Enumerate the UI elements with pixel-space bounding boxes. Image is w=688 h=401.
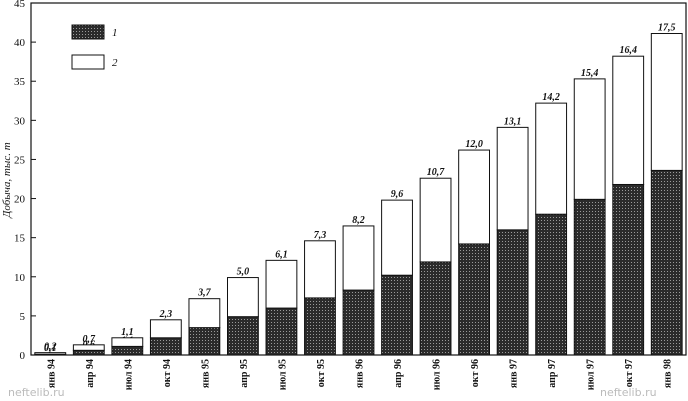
- bar-segment: [227, 316, 259, 356]
- bar-segment: [342, 289, 375, 356]
- bar-segment: [496, 126, 529, 231]
- bar-segment: [34, 352, 67, 355]
- value-label: 0,7: [83, 334, 97, 345]
- y-tick-label: 15: [14, 233, 26, 245]
- bar-segment: [458, 149, 491, 245]
- value-label: 2,3: [159, 309, 173, 320]
- y-tick-label: 40: [14, 37, 26, 49]
- bar-segment: [612, 183, 645, 356]
- bar-segment: [304, 297, 336, 356]
- legend-swatch: [71, 54, 105, 70]
- bar-segment: [381, 274, 413, 356]
- y-tick-label: 5: [20, 311, 26, 323]
- bar-segment: [458, 243, 491, 356]
- bar-segment: [535, 102, 568, 215]
- value-label: 1,1: [121, 327, 134, 338]
- bar-segment: [612, 55, 645, 185]
- y-axis-label: Добыча, тыс. т: [1, 142, 13, 218]
- watermark: neftelib.ru: [8, 386, 65, 399]
- value-label: 12,0: [465, 139, 483, 150]
- bar-segment: [304, 240, 336, 299]
- watermark: neftelib.ru: [600, 386, 657, 399]
- bar-segment: [111, 337, 144, 347]
- bar-segment: [650, 169, 683, 356]
- value-label: 10,7: [427, 167, 446, 178]
- bar-segment: [573, 78, 606, 200]
- y-tick-label: 10: [14, 272, 26, 284]
- x-tick-label: июл 96: [432, 359, 443, 390]
- x-tick-label: янв 97: [509, 359, 520, 388]
- y-tick-label: 20: [14, 194, 26, 206]
- value-label: 9,6: [391, 189, 404, 200]
- value-label: 5,0: [237, 267, 250, 278]
- value-label: 0,2: [44, 342, 57, 353]
- legend-label: 1: [112, 27, 118, 39]
- x-tick-label: апр 97: [547, 359, 558, 388]
- value-label: 8,2: [352, 215, 365, 226]
- x-tick-label: апр 94: [85, 359, 96, 388]
- x-tick-label: янв 98: [663, 359, 674, 388]
- x-tick-label: окт 97: [624, 359, 635, 387]
- bar-segment: [149, 319, 182, 339]
- x-tick-label: июл 95: [277, 359, 288, 390]
- legend-swatch: [71, 24, 105, 40]
- value-label: 3,7: [197, 288, 212, 299]
- value-label: 7,3: [314, 230, 327, 241]
- bar-segment: [496, 229, 529, 356]
- legend-label: 2: [112, 57, 118, 69]
- bar-segment: [342, 225, 375, 291]
- x-tick-label: янв 95: [200, 359, 211, 388]
- bar-segment: [72, 349, 105, 356]
- x-tick-label: июл 94: [123, 359, 134, 390]
- x-tick-label: июл 97: [586, 359, 597, 390]
- x-tick-label: апр 95: [239, 359, 250, 388]
- value-label: 15,4: [581, 68, 599, 79]
- bar-segment: [650, 33, 683, 171]
- bar-segment: [419, 177, 452, 263]
- y-tick-label: 30: [14, 115, 26, 127]
- value-label: 14,2: [542, 92, 560, 103]
- bar-segment: [573, 198, 606, 356]
- x-tick-label: окт 95: [316, 359, 327, 387]
- y-tick-label: 45: [14, 0, 26, 10]
- x-tick-label: янв 94: [46, 359, 57, 388]
- bar-segment: [381, 199, 413, 276]
- bar-segment: [265, 259, 298, 309]
- x-tick-label: окт 96: [470, 359, 481, 387]
- bar-segment: [265, 307, 298, 356]
- bar-segment: [111, 345, 144, 356]
- bar-segment: [535, 213, 568, 356]
- value-label: 17,5: [658, 23, 676, 34]
- y-tick-label: 25: [14, 154, 26, 166]
- value-label: 16,4: [619, 45, 637, 56]
- bar-segment: [149, 337, 182, 356]
- bar-segment: [72, 344, 105, 351]
- bar-segment: [188, 298, 221, 329]
- value-label: 13,1: [504, 116, 522, 127]
- bar-segment: [227, 277, 259, 318]
- y-tick-label: 35: [14, 76, 26, 88]
- x-tick-label: окт 94: [162, 359, 173, 387]
- x-tick-label: янв 96: [355, 359, 366, 388]
- x-tick-label: апр 96: [393, 359, 404, 388]
- bar-segment: [188, 327, 221, 356]
- value-label: 0,1: [44, 343, 57, 354]
- value-label: 6,1: [275, 249, 288, 260]
- y-tick-label: 0: [20, 350, 26, 362]
- bar-segment: [419, 261, 452, 356]
